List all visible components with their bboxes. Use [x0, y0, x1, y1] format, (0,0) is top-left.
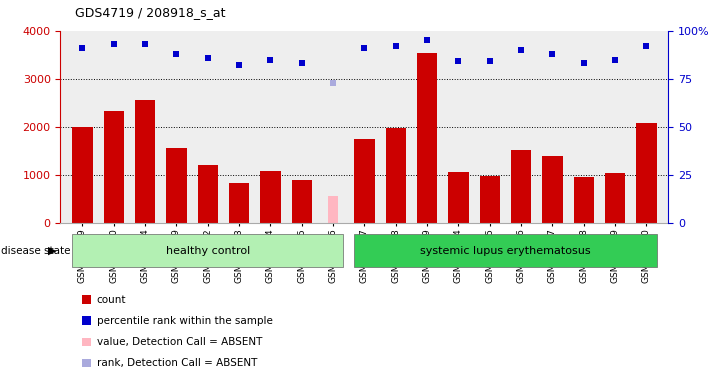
- Bar: [448, 172, 469, 223]
- Bar: [354, 139, 375, 223]
- Bar: [511, 150, 531, 223]
- Bar: [135, 100, 155, 223]
- Text: percentile rank within the sample: percentile rank within the sample: [97, 316, 272, 326]
- Text: GDS4719 / 208918_s_at: GDS4719 / 208918_s_at: [75, 6, 225, 19]
- Bar: [229, 184, 250, 223]
- Bar: [292, 180, 312, 223]
- Text: healthy control: healthy control: [166, 245, 250, 256]
- Text: systemic lupus erythematosus: systemic lupus erythematosus: [420, 245, 591, 256]
- Bar: [542, 156, 562, 223]
- Bar: [73, 127, 92, 223]
- Bar: [260, 171, 281, 223]
- Text: rank, Detection Call = ABSENT: rank, Detection Call = ABSENT: [97, 358, 257, 368]
- Text: disease state: disease state: [1, 245, 71, 256]
- Bar: [104, 111, 124, 223]
- Bar: [166, 148, 186, 223]
- Bar: [198, 165, 218, 223]
- Bar: [479, 176, 500, 223]
- Text: ▶: ▶: [48, 245, 56, 256]
- Bar: [385, 128, 406, 223]
- Bar: [328, 196, 338, 223]
- Bar: [417, 53, 437, 223]
- Text: count: count: [97, 295, 126, 305]
- Bar: [605, 173, 625, 223]
- Bar: [636, 123, 656, 223]
- Bar: [574, 177, 594, 223]
- Text: value, Detection Call = ABSENT: value, Detection Call = ABSENT: [97, 337, 262, 347]
